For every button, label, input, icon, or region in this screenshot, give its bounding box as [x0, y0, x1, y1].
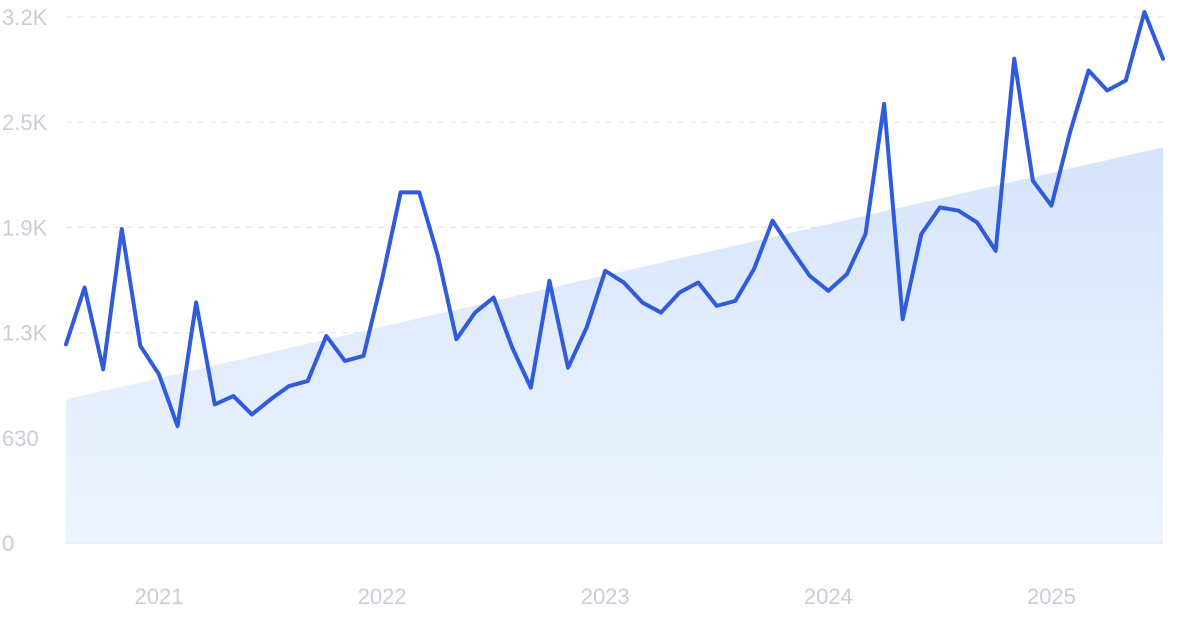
data-point	[640, 301, 644, 305]
data-point	[436, 254, 440, 258]
data-point	[771, 219, 775, 223]
data-point	[1124, 78, 1128, 82]
data-point	[938, 205, 942, 209]
data-point	[696, 281, 700, 285]
trend-area	[66, 147, 1163, 543]
data-point	[399, 190, 403, 194]
y-tick-label: 1.9K	[2, 215, 48, 240]
series-line	[64, 9, 1165, 429]
y-tick-label: 3.2K	[2, 5, 48, 30]
data-point	[622, 281, 626, 285]
data-point	[361, 354, 365, 358]
data-point	[529, 386, 533, 390]
data-point	[901, 317, 905, 321]
data-point	[101, 367, 105, 371]
data-point	[845, 272, 849, 276]
x-tick-label: 2024	[804, 584, 853, 609]
data-point	[882, 102, 886, 106]
data-point	[417, 190, 421, 194]
data-point	[1068, 130, 1072, 134]
data-point	[919, 232, 923, 236]
data-point	[1142, 10, 1146, 14]
data-point	[64, 342, 68, 346]
data-point	[306, 379, 310, 383]
data-point	[808, 274, 812, 278]
data-point	[1087, 68, 1091, 72]
data-point	[789, 247, 793, 251]
data-point	[864, 232, 868, 236]
y-tick-label: 2.5K	[2, 110, 48, 135]
data-point	[510, 346, 514, 350]
data-point	[585, 326, 589, 330]
data-point	[1012, 57, 1016, 61]
data-point	[547, 279, 551, 283]
data-point	[473, 311, 477, 315]
x-axis-ticks: 2021 2022 2023 2024 2025	[134, 584, 1075, 609]
data-point	[83, 286, 87, 290]
data-point	[975, 220, 979, 224]
data-point	[492, 296, 496, 300]
x-tick-label: 2025	[1027, 584, 1076, 609]
data-point	[250, 412, 254, 416]
data-point	[659, 311, 663, 315]
data-point	[287, 384, 291, 388]
data-point	[343, 359, 347, 363]
data-point	[157, 372, 161, 376]
data-point	[678, 291, 682, 295]
trend-area-fill	[66, 147, 1163, 543]
data-point	[1161, 57, 1165, 61]
data-point	[231, 394, 235, 398]
data-point	[213, 402, 217, 406]
x-tick-label: 2021	[134, 584, 183, 609]
data-point	[269, 397, 273, 401]
data-point	[956, 209, 960, 213]
data-point	[380, 277, 384, 281]
data-point	[194, 301, 198, 305]
data-point	[566, 366, 570, 370]
data-point	[324, 334, 328, 338]
data-point	[733, 299, 737, 303]
data-point	[826, 289, 830, 293]
y-tick-label: 1.3K	[2, 321, 48, 346]
data-point	[1049, 204, 1053, 208]
data-point	[138, 344, 142, 348]
data-point	[1031, 179, 1035, 183]
series-line-group	[64, 9, 1165, 429]
data-point	[454, 337, 458, 341]
x-tick-label: 2022	[358, 584, 407, 609]
data-point	[120, 227, 124, 231]
x-tick-label: 2023	[581, 584, 630, 609]
data-point	[603, 269, 607, 273]
data-point	[176, 424, 180, 428]
y-tick-label: 0	[2, 531, 14, 556]
y-tick-label: 630	[2, 426, 39, 451]
data-point	[715, 304, 719, 308]
data-point	[752, 267, 756, 271]
data-point	[1105, 88, 1109, 92]
data-point	[994, 249, 998, 253]
y-axis-ticks: 0 630 1.3K 1.9K 2.5K 3.2K	[2, 5, 48, 556]
